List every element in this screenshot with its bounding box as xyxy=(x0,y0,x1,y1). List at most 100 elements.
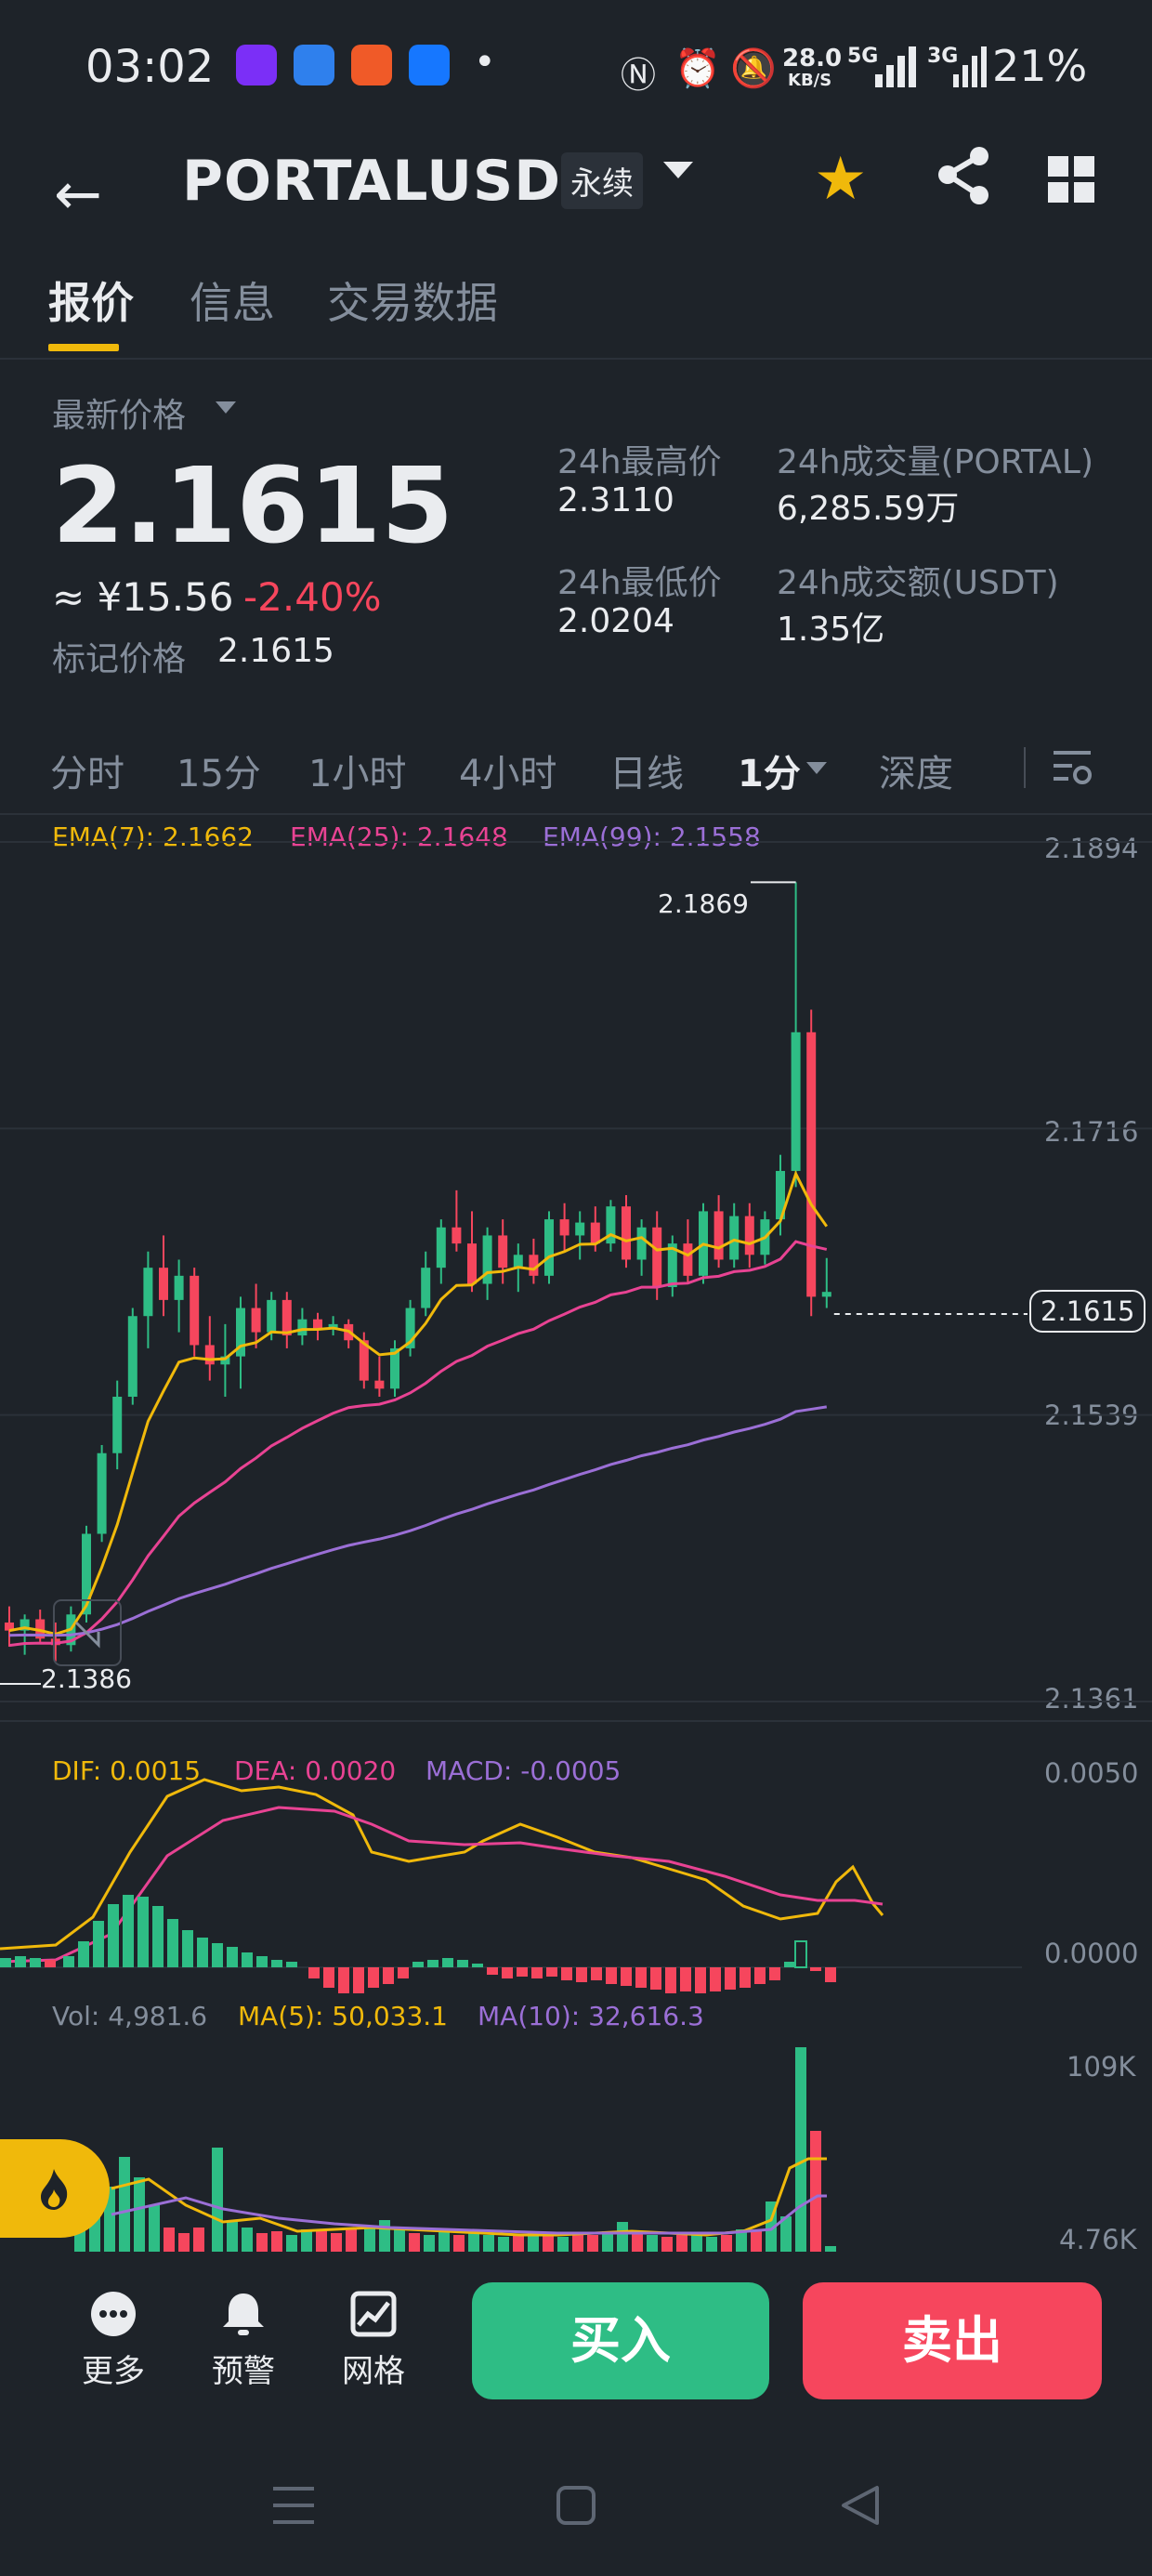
network-speed-value: 28.0 xyxy=(782,45,843,72)
tab-trading-data[interactable]: 交易数据 xyxy=(327,278,498,328)
fiat-price: ≈ ¥15.56 xyxy=(52,574,234,620)
macd-legend: MACD: -0.0005 xyxy=(425,1755,622,1786)
page-tabs: 报价 信息 交易数据 xyxy=(0,251,1152,360)
candle xyxy=(821,1292,831,1297)
turnover-24h: 1.35亿 xyxy=(777,611,885,649)
kline-chart[interactable]: EMA(7): 2.1662 EMA(25): 2.1648 EMA(99): … xyxy=(0,814,1152,1720)
volume-24h-label: 24h成交量(PORTAL) xyxy=(777,443,1094,481)
kline-svg xyxy=(0,841,1152,1702)
star-icon[interactable]: ★ xyxy=(814,145,868,214)
bell-icon xyxy=(223,2293,264,2335)
share-icon[interactable] xyxy=(931,139,996,214)
signal-strength-2-icon xyxy=(953,46,987,87)
back-arrow-icon[interactable]: ← xyxy=(54,160,102,228)
candle xyxy=(281,1299,292,1336)
volume-24h: 6,285.59万 xyxy=(777,490,960,528)
candle xyxy=(482,1235,492,1284)
signal-3g-label: 3G xyxy=(927,45,959,68)
candle xyxy=(559,1219,569,1236)
grid-label: 网格 xyxy=(342,2353,405,2390)
tf-time-sharing[interactable]: 分时 xyxy=(50,753,124,795)
macd-panel: DIF: 0.0015 DEA: 0.0020 MACD: -0.0005 0.… xyxy=(0,1722,1152,2001)
candle xyxy=(421,1268,431,1308)
alipay-app-icon xyxy=(409,45,450,85)
volume-panel: Vol: 4,981.6 MA(5): 50,033.1 MA(10): 32,… xyxy=(0,2001,1152,2255)
tab-info[interactable]: 信息 xyxy=(190,278,275,328)
last-price-label[interactable]: 最新价格 xyxy=(52,397,187,435)
ema7-line xyxy=(8,1170,829,1636)
candle xyxy=(297,1319,308,1336)
dif-line xyxy=(0,1778,884,1951)
system-nav-bar xyxy=(0,2435,1152,2576)
ma10-line xyxy=(111,2194,827,2235)
candle xyxy=(636,1227,647,1260)
tf-more-dropdown-icon[interactable] xyxy=(806,762,827,774)
candle xyxy=(204,1345,215,1365)
candle xyxy=(729,1216,740,1260)
candle xyxy=(806,1032,817,1297)
alarm-icon: ⏰ xyxy=(674,47,721,90)
ema25-line xyxy=(8,1240,828,1648)
menu-nav-icon[interactable] xyxy=(271,2485,316,2526)
alert-button[interactable]: 预警 xyxy=(206,2290,281,2390)
buy-button[interactable]: 买入 xyxy=(472,2282,769,2399)
divider xyxy=(0,1720,1152,1722)
candle xyxy=(82,1533,91,1615)
grid-trading-button[interactable]: 网格 xyxy=(336,2290,411,2390)
candle xyxy=(220,1356,230,1365)
price-tick-1: 2.1716 xyxy=(1044,1116,1139,1148)
more-notifications-icon: • xyxy=(474,41,496,84)
candle xyxy=(143,1268,153,1317)
candle xyxy=(713,1211,724,1260)
candle xyxy=(590,1222,600,1244)
dea-legend: DEA: 0.0020 xyxy=(234,1755,397,1786)
more-button[interactable]: 更多 xyxy=(76,2290,151,2390)
mute-icon: 🔕 xyxy=(730,47,777,90)
signal-5g-label: 5G xyxy=(847,45,879,68)
candle xyxy=(190,1275,200,1346)
mark-price: 2.1615 xyxy=(217,632,334,670)
symbol-dropdown-icon[interactable] xyxy=(663,162,693,178)
hot-fab-button[interactable] xyxy=(0,2139,110,2238)
tf-4h[interactable]: 4小时 xyxy=(459,753,557,795)
vol-tick-1: 4.76K xyxy=(1059,2224,1137,2255)
signal-strength-icon xyxy=(875,46,916,87)
tf-depth[interactable]: 深度 xyxy=(879,753,953,795)
low-24h-label: 24h最低价 xyxy=(557,564,722,602)
candle xyxy=(498,1235,508,1268)
mark-price-label: 标记价格 xyxy=(52,640,187,678)
tf-1h[interactable]: 1小时 xyxy=(308,753,407,795)
candle xyxy=(267,1299,277,1333)
tf-15m[interactable]: 15分 xyxy=(177,753,261,795)
candle xyxy=(405,1308,415,1348)
candle xyxy=(683,1243,693,1276)
ema99-legend: EMA(99): 2.1558 xyxy=(543,821,761,852)
network-speed-unit: KB/S xyxy=(788,71,832,90)
home-nav-icon[interactable] xyxy=(556,2485,596,2526)
macd-tick-1: 0.0000 xyxy=(1044,1938,1139,1969)
candle xyxy=(236,1308,245,1357)
tf-1m[interactable]: 1分 xyxy=(738,753,801,795)
candle xyxy=(35,1619,46,1639)
candle xyxy=(328,1323,338,1330)
back-nav-icon[interactable] xyxy=(840,2485,881,2526)
candle xyxy=(5,1622,14,1631)
tf-1d[interactable]: 日线 xyxy=(609,753,684,795)
candle xyxy=(529,1255,539,1276)
candle xyxy=(544,1219,554,1276)
sell-button[interactable]: 卖出 xyxy=(803,2282,1102,2399)
timeframe-bar: 分时 15分 1小时 4小时 日线 1分 深度 xyxy=(0,725,1152,815)
low-24h: 2.0204 xyxy=(557,602,674,640)
tab-quote[interactable]: 报价 xyxy=(48,278,134,328)
chart-settings-icon[interactable] xyxy=(1052,747,1093,788)
candle xyxy=(467,1243,477,1284)
ma5-line xyxy=(111,2157,827,2237)
price-tick-0: 2.1894 xyxy=(1044,833,1139,864)
more-label: 更多 xyxy=(82,2353,145,2390)
grid-icon[interactable] xyxy=(1048,156,1096,204)
last-price-dropdown-icon[interactable] xyxy=(216,401,236,414)
ema7-legend: EMA(7): 2.1662 xyxy=(52,821,254,852)
more-icon xyxy=(91,2292,136,2336)
dif-legend: DIF: 0.0015 xyxy=(52,1755,202,1786)
symbol-title[interactable]: PORTALUSDT xyxy=(182,149,600,214)
